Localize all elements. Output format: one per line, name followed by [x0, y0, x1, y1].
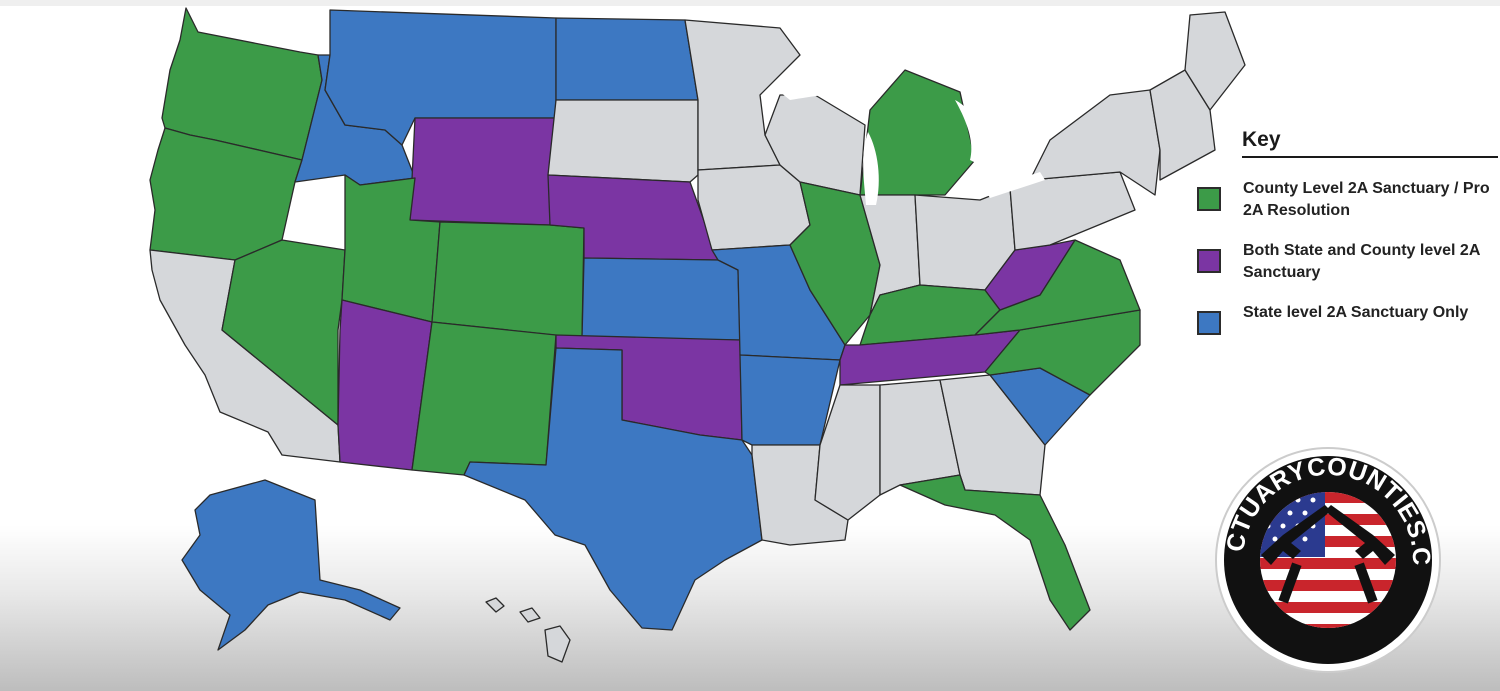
lake-superior — [780, 76, 895, 100]
legend-divider — [1242, 156, 1498, 158]
lake-erie — [985, 172, 1045, 198]
state-hawaii — [519, 607, 541, 623]
legend-swatch-purple — [1197, 249, 1221, 273]
state-maine — [1184, 11, 1246, 111]
state-montana — [324, 9, 557, 146]
state-florida — [899, 474, 1091, 631]
legend-label: State level 2A Sanctuary Only — [1243, 304, 1469, 321]
state-michigan — [859, 69, 976, 196]
legend-swatch-blue — [1197, 311, 1221, 335]
state-south-dakota — [547, 99, 699, 183]
state-hawaii — [485, 597, 505, 613]
state-colorado — [431, 221, 585, 339]
state-texas — [463, 347, 763, 631]
state-nevada — [221, 239, 346, 426]
lake-michigan — [863, 132, 879, 205]
legend-label: Both State and County level 2A Sanctuary — [1243, 242, 1480, 281]
legend-item-county: County Level 2A Sanctuary / Pro 2A Resol… — [1195, 178, 1495, 222]
state-kansas — [581, 257, 741, 341]
legend-item-state-and-county: Both State and County level 2A Sanctuary — [1195, 240, 1495, 284]
state-new-mexico — [411, 321, 557, 476]
legend-swatch-green — [1197, 187, 1221, 211]
crossed-pistols-icon — [1261, 505, 1395, 604]
top-divider — [0, 0, 1500, 6]
state-hawaii — [544, 625, 571, 663]
state-wyoming — [409, 117, 557, 226]
states-layer — [149, 7, 1246, 663]
lake-huron — [955, 100, 984, 165]
legend-title: Key — [1242, 128, 1281, 151]
state-north-dakota — [555, 17, 699, 101]
state-alaska — [181, 479, 401, 651]
legend-item-state-only: State level 2A Sanctuary Only — [1195, 302, 1495, 335]
state-iowa — [697, 164, 811, 251]
sanctuary-counties-logo: SANCTUARYCOUNTIES.COM — [1213, 445, 1441, 673]
map-legend: Key County Level 2A Sanctuary / Pro 2A R… — [1195, 128, 1498, 353]
legend-label: County Level 2A Sanctuary / Pro 2A Resol… — [1243, 180, 1490, 219]
